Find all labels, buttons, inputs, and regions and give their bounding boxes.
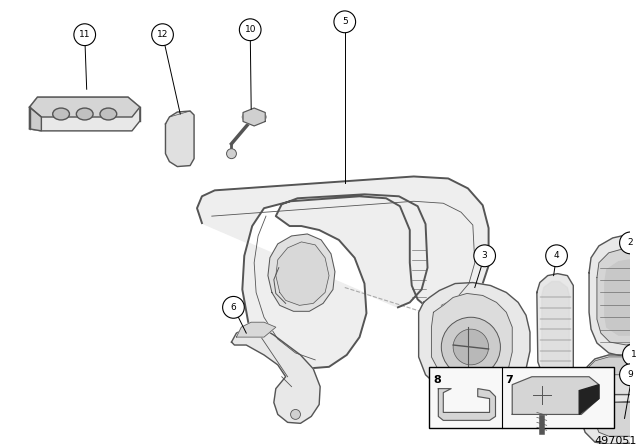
- Text: 4: 4: [554, 251, 559, 260]
- Circle shape: [620, 232, 640, 254]
- Circle shape: [620, 364, 640, 386]
- Circle shape: [239, 19, 261, 41]
- Polygon shape: [579, 385, 599, 414]
- Text: 8: 8: [433, 375, 441, 385]
- Text: 1: 1: [630, 350, 636, 359]
- Text: 11: 11: [79, 30, 90, 39]
- Polygon shape: [438, 388, 495, 420]
- Circle shape: [227, 149, 236, 159]
- Polygon shape: [243, 108, 265, 126]
- Polygon shape: [431, 293, 512, 387]
- Polygon shape: [419, 283, 530, 399]
- Circle shape: [474, 245, 495, 267]
- Text: 12: 12: [157, 30, 168, 39]
- Polygon shape: [276, 242, 329, 306]
- Circle shape: [453, 329, 488, 365]
- Circle shape: [74, 24, 95, 46]
- Polygon shape: [537, 274, 573, 383]
- Circle shape: [334, 11, 356, 33]
- Text: 2: 2: [628, 238, 633, 247]
- Polygon shape: [166, 111, 194, 167]
- Polygon shape: [597, 248, 640, 345]
- Text: 6: 6: [230, 303, 236, 312]
- Circle shape: [442, 317, 500, 377]
- Polygon shape: [542, 281, 570, 379]
- Polygon shape: [29, 97, 140, 131]
- Polygon shape: [589, 234, 640, 357]
- Text: 7: 7: [506, 375, 513, 385]
- Text: 3: 3: [482, 251, 488, 260]
- Polygon shape: [232, 327, 320, 423]
- Text: 9: 9: [628, 370, 634, 379]
- Circle shape: [152, 24, 173, 46]
- Text: 497051: 497051: [595, 436, 637, 446]
- Polygon shape: [586, 355, 640, 402]
- Polygon shape: [236, 322, 276, 337]
- Polygon shape: [595, 402, 640, 436]
- Ellipse shape: [243, 110, 266, 124]
- Circle shape: [223, 297, 244, 318]
- Polygon shape: [197, 177, 488, 369]
- Circle shape: [546, 245, 568, 267]
- Polygon shape: [587, 357, 640, 375]
- Circle shape: [528, 381, 556, 409]
- Polygon shape: [29, 97, 140, 117]
- Polygon shape: [512, 377, 599, 414]
- Polygon shape: [605, 260, 640, 335]
- Circle shape: [291, 409, 300, 419]
- Polygon shape: [29, 107, 42, 131]
- Bar: [429, 367, 614, 428]
- Text: 10: 10: [244, 25, 256, 34]
- Polygon shape: [268, 234, 335, 311]
- Ellipse shape: [76, 108, 93, 120]
- Ellipse shape: [100, 108, 116, 120]
- Ellipse shape: [52, 108, 70, 120]
- Text: 5: 5: [342, 17, 348, 26]
- Polygon shape: [581, 395, 640, 444]
- Circle shape: [623, 344, 640, 366]
